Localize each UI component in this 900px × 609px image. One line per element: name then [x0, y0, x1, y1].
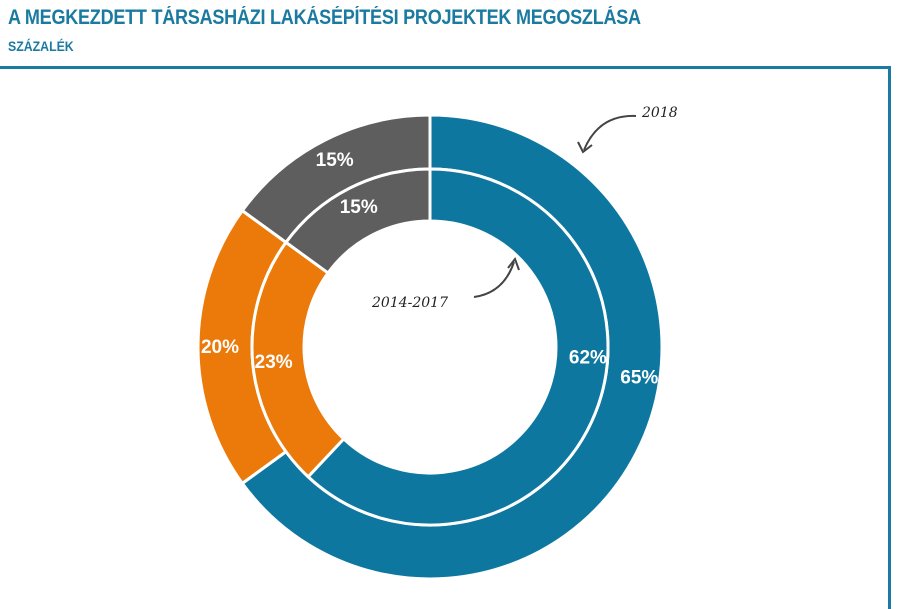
outer-label-3: 15% — [316, 150, 354, 171]
chart-frame — [0, 66, 891, 609]
inner-ring-arrowhead — [507, 256, 520, 271]
chart-subtitle: SZÁZALÉK — [8, 38, 74, 54]
inner-label-2: 23% — [255, 352, 293, 373]
chart-title: A MEGKEZDETT TÁRSASHÁZI LAKÁSÉPÍTÉSI PRO… — [8, 6, 641, 29]
donut-segments — [196, 113, 664, 581]
outer-ring-name: 2018 — [641, 105, 678, 121]
donut-labels: 65% 20% 15% 62% 23% 15% — [201, 150, 658, 389]
inner-ring-name: 2014-2017 — [371, 295, 448, 311]
inner-label-1: 62% — [569, 347, 607, 368]
inner-label-3: 15% — [340, 197, 378, 218]
inner-ring-arrow — [473, 261, 515, 298]
outer-ring-arrowhead — [577, 141, 593, 154]
outer-ring-arrow — [583, 114, 637, 151]
inner-segment-1 — [306, 167, 610, 527]
outer-label-2: 20% — [201, 337, 239, 358]
inner-segment-3 — [283, 167, 432, 276]
outer-label-1: 65% — [620, 367, 658, 388]
